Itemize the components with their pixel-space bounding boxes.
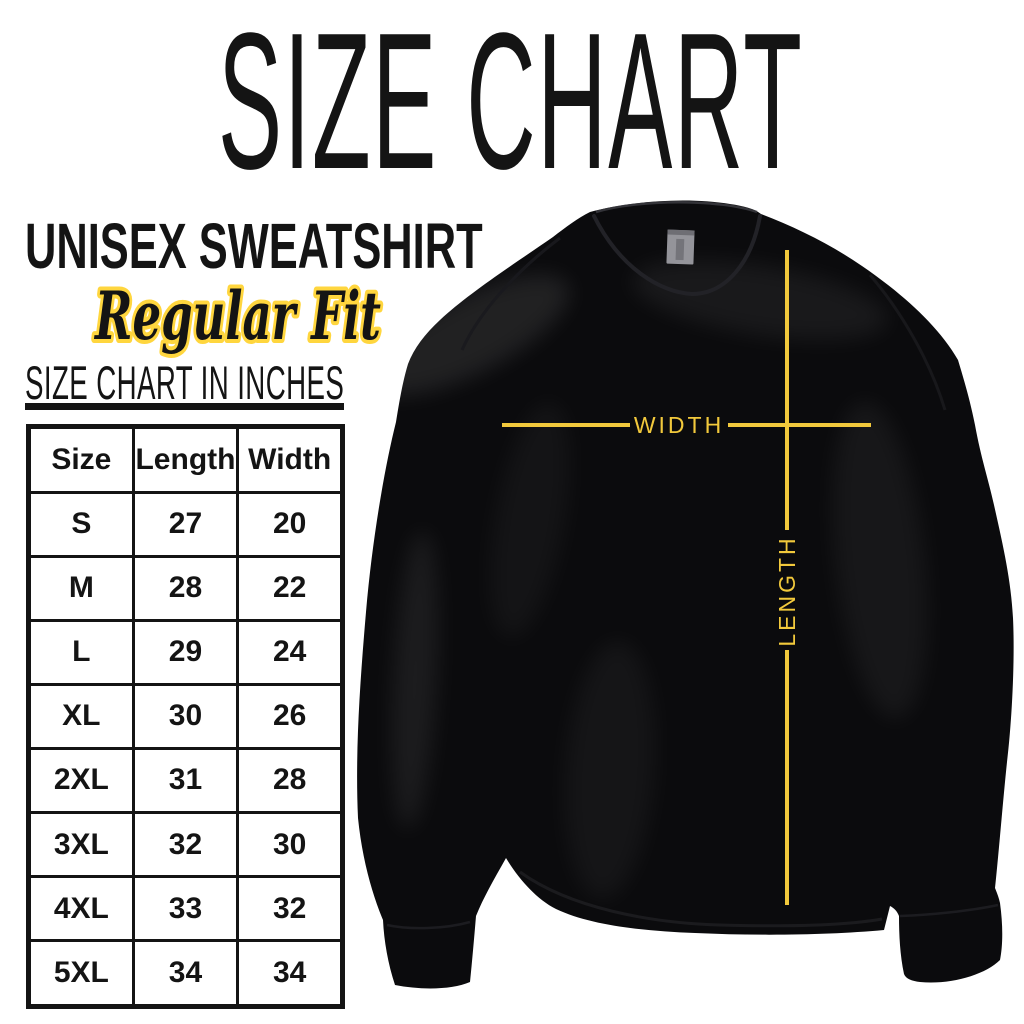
width-cell: 32 (236, 875, 344, 943)
length-cell: 33 (131, 875, 240, 943)
width-cell: 34 (236, 939, 344, 1008)
size-cell: XL (27, 682, 135, 750)
width-label: WIDTH (634, 412, 724, 438)
table-row: 2XL 31 28 (27, 746, 344, 815)
table-row: 3XL 32 30 (27, 811, 344, 879)
table-row: M 28 22 (27, 554, 344, 622)
right-shoulder-seam (868, 274, 947, 411)
width-cell: 22 (236, 554, 344, 622)
product-name: UNISEX SWEATSHIRT (25, 211, 483, 282)
width-cell: 26 (236, 682, 344, 750)
size-cell: M (27, 554, 135, 622)
length-cell: 28 (131, 554, 240, 622)
table-row: 4XL 33 32 (27, 875, 344, 943)
length-cell: 31 (131, 746, 240, 815)
length-cell: 30 (131, 682, 240, 750)
sweatshirt-photo (357, 200, 1014, 989)
fabric-highlights (370, 259, 928, 900)
col-header-width: Width (236, 425, 344, 494)
size-cell: 3XL (27, 811, 135, 879)
table-header-row: Size Length Width (27, 425, 344, 494)
measurement-lines (502, 250, 871, 905)
size-cell: 2XL (27, 746, 135, 815)
page-title: SIZE CHART (218, 0, 803, 210)
collar-seam (592, 214, 762, 297)
heading-underline (25, 403, 344, 410)
table-row: XL 30 26 (27, 682, 344, 750)
width-cell: 24 (236, 618, 344, 686)
length-cell: 27 (131, 490, 240, 558)
table-row: L 29 24 (27, 618, 344, 686)
size-cell: 4XL (27, 875, 135, 943)
width-cell: 20 (236, 490, 344, 558)
fit-label: Regular Fit (94, 277, 381, 355)
collar-rim-highlight (595, 201, 758, 214)
col-header-length: Length (131, 425, 240, 494)
neck-tag (666, 229, 695, 265)
size-cell: L (27, 618, 135, 686)
table-heading: SIZE CHART IN INCHES (25, 357, 344, 410)
table-row: S 27 20 (27, 490, 344, 558)
waistband-seam (519, 870, 883, 928)
width-cell: 30 (236, 811, 344, 879)
size-cell: 5XL (27, 939, 135, 1008)
left-cuff-seam (386, 920, 471, 930)
size-cell: S (27, 490, 135, 558)
length-cell: 34 (131, 939, 240, 1008)
sweatshirt-body (357, 200, 1014, 989)
table-row: 5XL 34 34 (27, 939, 344, 1008)
size-table: Size Length Width S 27 20 M 28 22 L 29 2… (26, 424, 345, 1009)
right-cuff-seam (899, 903, 999, 918)
left-shoulder-seam (460, 236, 561, 351)
length-cell: 32 (131, 811, 240, 879)
length-label: LENGTH (774, 535, 800, 646)
length-cell: 29 (131, 618, 240, 686)
col-header-size: Size (27, 425, 135, 494)
width-cell: 28 (236, 746, 344, 815)
